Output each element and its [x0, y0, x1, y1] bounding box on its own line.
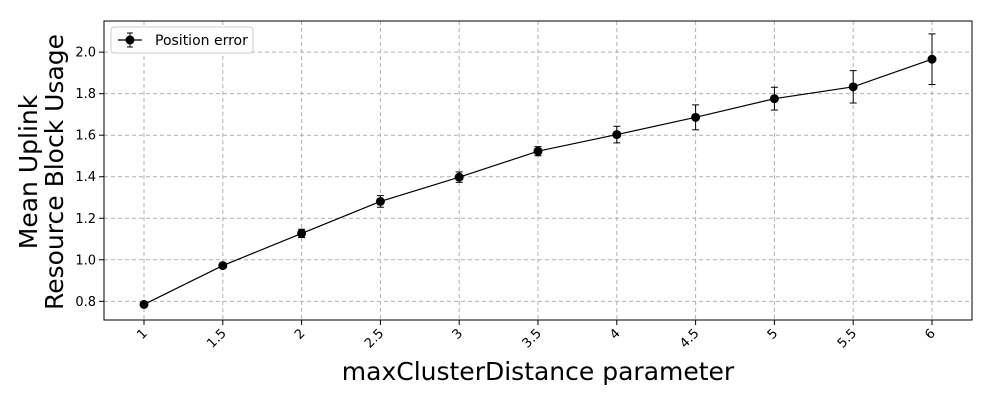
data-point [848, 82, 858, 92]
x-tick-label: 6 [922, 326, 938, 342]
y-tick-label: 1.6 [75, 129, 96, 144]
x-tick-label: 3 [450, 326, 466, 342]
x-ticks: 1 1.5 2 2.5 3 3.5 4 4.5 5 5.5 6 [134, 320, 939, 351]
x-tick-label: 2 [292, 326, 308, 342]
data-point [139, 299, 149, 309]
data-point [691, 112, 701, 122]
y-tick-label: 1.8 [75, 87, 96, 102]
y-ticks: 0.8 1.0 1.2 1.4 1.6 1.8 2.0 [75, 46, 104, 310]
y-axis-title-line-2: Resource Block Usage [40, 34, 69, 310]
y-tick-label: 1.4 [75, 170, 96, 185]
x-tick-label: 3.5 [520, 326, 545, 351]
x-axis-title: maxClusterDistance parameter [342, 357, 735, 386]
plot-frame [103, 20, 973, 321]
y-axis-title: Mean Uplink Resource Block Usage [14, 34, 69, 310]
x-tick-label: 1 [134, 326, 150, 342]
data-point [218, 261, 228, 271]
legend-marker [125, 35, 135, 45]
y-tick-label: 2.0 [75, 46, 96, 61]
y-tick-label: 1.0 [75, 253, 96, 268]
y-tick-label: 1.2 [75, 212, 96, 227]
legend-box [110, 26, 254, 54]
data-point [612, 130, 622, 140]
y-axis-title-line-1: Mean Uplink [14, 94, 43, 249]
grid [104, 21, 972, 320]
data-point [769, 94, 779, 104]
legend: Position error [110, 26, 254, 54]
x-tick-label: 4 [607, 326, 623, 342]
legend-label: Position error [155, 33, 248, 49]
x-tick-label: 4.5 [677, 326, 702, 351]
data-point [375, 196, 385, 206]
series-position-error [139, 33, 937, 309]
y-tick-label: 0.8 [75, 295, 96, 310]
x-tick-label: 5 [765, 326, 781, 342]
data-point [927, 54, 937, 64]
data-point [533, 146, 543, 156]
x-tick-label: 5.5 [835, 326, 860, 351]
data-point [297, 228, 307, 238]
x-tick-label: 2.5 [362, 326, 387, 351]
data-point [454, 172, 464, 182]
x-tick-label: 1.5 [204, 326, 229, 351]
